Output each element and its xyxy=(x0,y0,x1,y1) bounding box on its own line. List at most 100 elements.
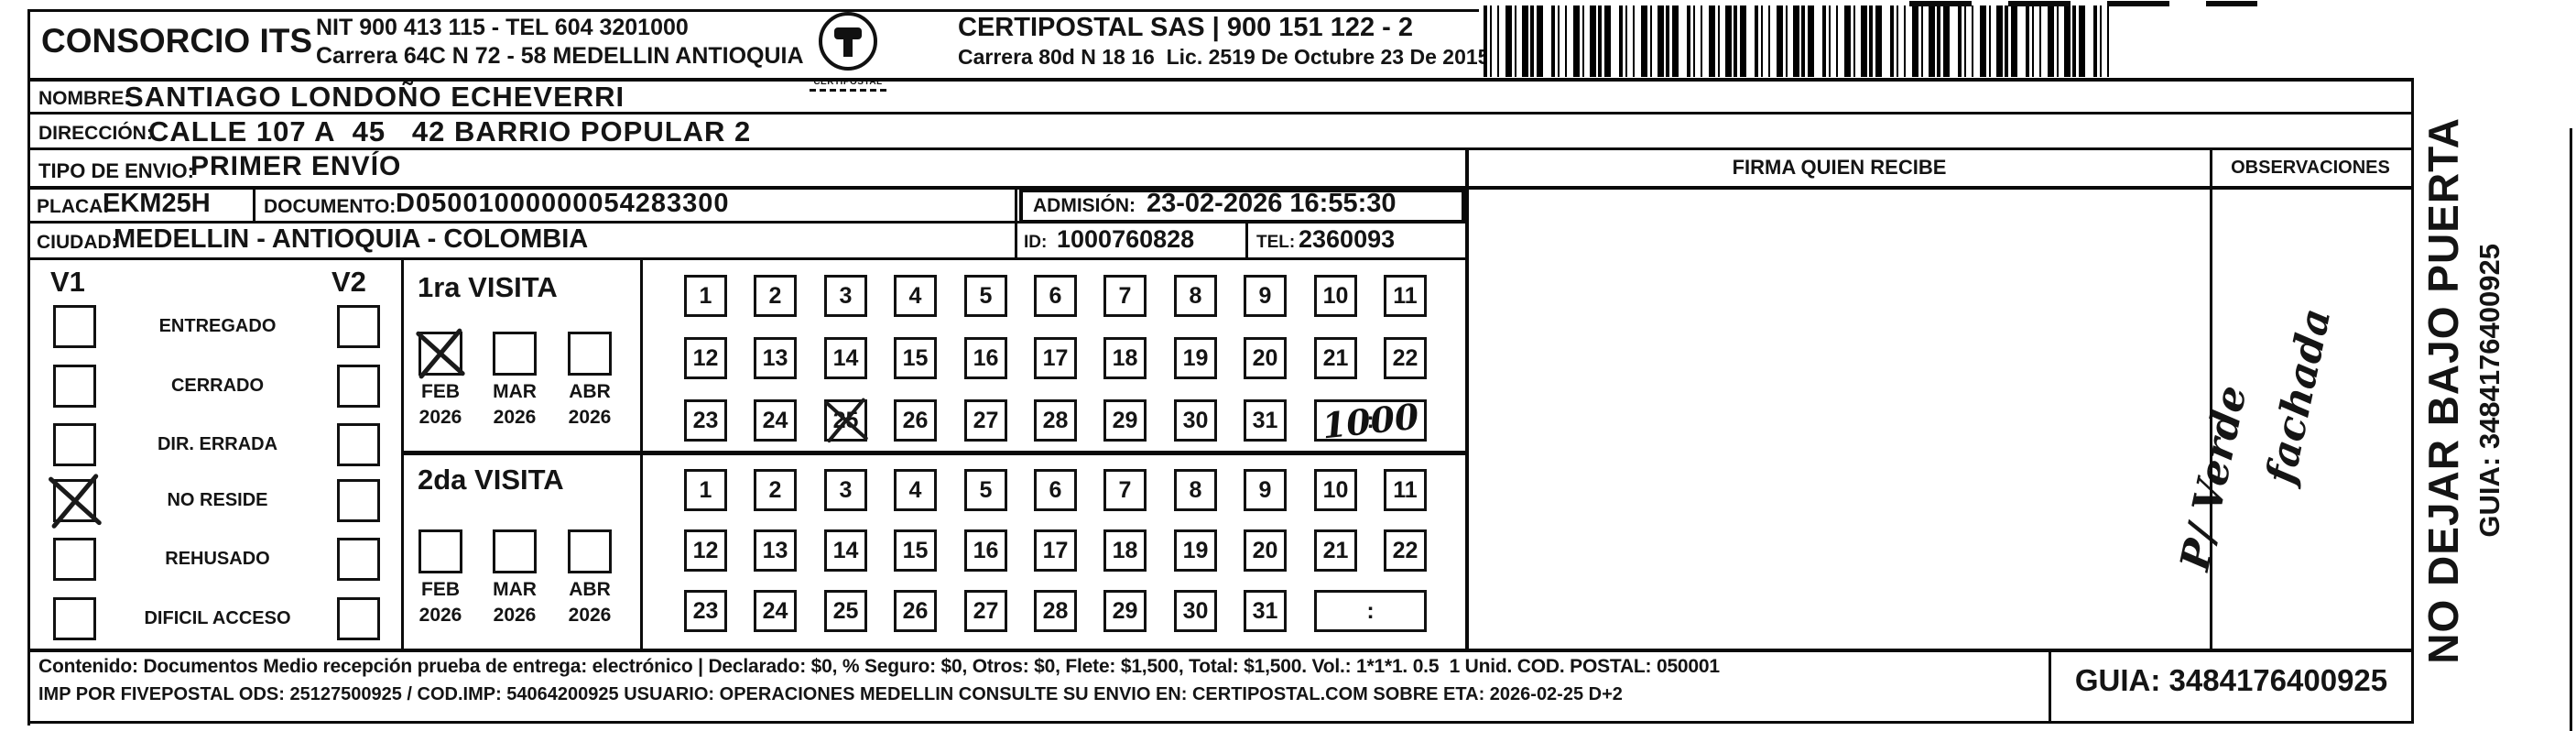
direccion-label: DIRECCIÓN: xyxy=(38,123,153,144)
form-rule-line-6 xyxy=(27,147,2414,150)
v1-checkbox-rehusado xyxy=(53,538,96,581)
visit1-day-15: 15 xyxy=(894,337,937,379)
visit2-month-label: FEB xyxy=(421,579,460,600)
visit1-day-9: 9 xyxy=(1244,275,1287,317)
visita1-title: 1ra VISITA xyxy=(418,271,558,303)
visit1-day-27: 27 xyxy=(964,399,1007,442)
visit1-day-23: 23 xyxy=(684,399,727,442)
visit2-day-7: 7 xyxy=(1103,469,1147,511)
v2-checkbox-entregado xyxy=(337,305,380,348)
visit1-day-29: 29 xyxy=(1103,399,1147,442)
visit1-day-22: 22 xyxy=(1384,337,1427,379)
form-rule-line-7 xyxy=(27,186,2414,190)
form-rule-line-9 xyxy=(27,257,1468,260)
visit2-month-label: ABR xyxy=(569,579,611,600)
v2-checkbox-no-reside xyxy=(337,479,380,522)
visit2-day-17: 17 xyxy=(1034,529,1077,572)
status-label-dificil-acceso: DIFICIL ACCESO xyxy=(144,608,291,628)
visit1-day-18: 18 xyxy=(1103,337,1147,379)
visit1-day-10: 10 xyxy=(1314,275,1357,317)
visit2-day-29: 29 xyxy=(1103,590,1147,632)
guia-number: GUIA: 3484176400925 xyxy=(2074,663,2388,697)
visit2-month-checkbox-feb xyxy=(418,529,462,573)
placa-value: EKM25H xyxy=(103,189,211,218)
footer-imp-line: IMP POR FIVEPOSTAL ODS: 25127500925 / CO… xyxy=(38,684,1623,704)
v2-checkbox-dificil-acceso xyxy=(337,597,380,640)
form-rule-line-17 xyxy=(401,257,404,650)
visit1-day-30: 30 xyxy=(1174,399,1217,442)
form-rule-line-11 xyxy=(2210,147,2212,650)
documento-value: D05001000000054283300 xyxy=(396,189,730,218)
ciudad-label: CIUDAD: xyxy=(37,232,118,253)
form-rule-line-16 xyxy=(1245,223,1248,259)
visit2-day-27: 27 xyxy=(964,590,1007,632)
visit1-day-31: 31 xyxy=(1244,399,1287,442)
visit1-month-checkbox-abr xyxy=(568,332,612,376)
visit1-day-28: 28 xyxy=(1034,399,1077,442)
visit2-day-14: 14 xyxy=(824,529,867,572)
handwritten-x-mark xyxy=(47,473,103,529)
certipostal-logo-caption: CERTIPOSTAL xyxy=(813,77,883,87)
v1-header: V1 xyxy=(50,266,85,298)
visit1-month-label: ABR xyxy=(569,381,611,402)
visit1-time-box: :1000 xyxy=(1314,395,1427,446)
visit1-month-year-label: 2026 xyxy=(568,407,612,428)
v2-checkbox-rehusado xyxy=(337,538,380,581)
handwritten-x-mark xyxy=(415,328,466,379)
visit2-day-10: 10 xyxy=(1314,469,1357,511)
visit1-month-label: FEB xyxy=(421,381,460,402)
visit2-day-20: 20 xyxy=(1244,529,1287,572)
status-label-rehusado: REHUSADO xyxy=(165,549,270,569)
visit1-day-19: 19 xyxy=(1174,337,1217,379)
v2-header: V2 xyxy=(332,266,366,298)
form-rule-line-13 xyxy=(2049,649,2051,724)
visit2-day-9: 9 xyxy=(1244,469,1287,511)
visit1-day-17: 17 xyxy=(1034,337,1077,379)
visit2-day-31: 31 xyxy=(1244,590,1287,632)
side-guia-wrap: GUIA: 3484176400925 xyxy=(2471,110,2509,671)
form-rule-line-20 xyxy=(2570,128,2572,731)
visit2-month-label: MAR xyxy=(493,579,537,600)
id-label: ID: xyxy=(1024,233,1048,252)
visit1-day-11: 11 xyxy=(1384,275,1427,317)
direccion-value: CALLE 107 A 45 42 BARRIO POPULAR 2 xyxy=(148,115,752,147)
certipostal-line2: Carrera 80d N 18 16 Lic. 2519 De Octubre… xyxy=(958,45,1490,69)
visit2-day-8: 8 xyxy=(1174,469,1217,511)
visit1-day-3: 3 xyxy=(824,275,867,317)
visit2-day-23: 23 xyxy=(684,590,727,632)
visit2-day-2: 2 xyxy=(754,469,797,511)
barcode xyxy=(1484,5,2115,77)
logo-underline xyxy=(810,89,886,92)
visit1-day-14: 14 xyxy=(824,337,867,379)
form-rule-line-10 xyxy=(1465,147,1469,650)
visit1-day-13: 13 xyxy=(754,337,797,379)
visit1-day-12: 12 xyxy=(684,337,727,379)
form-rule-line-3 xyxy=(27,721,2414,724)
visit2-day-30: 30 xyxy=(1174,590,1217,632)
no-dejar-bajo-puerta-text: NO DEJAR BAJO PUERTA xyxy=(2419,116,2467,664)
visit1-day-4: 4 xyxy=(894,275,937,317)
visit2-month-checkbox-abr xyxy=(568,529,612,573)
visit2-day-25: 25 xyxy=(824,590,867,632)
company-address-line: Carrera 64C N 72 - 58 MEDELLIN ANTIOQUIA xyxy=(316,43,804,69)
company-nit-line: NIT 900 413 115 - TEL 604 3201000 xyxy=(316,15,689,40)
visit2-day-28: 28 xyxy=(1034,590,1077,632)
visit2-day-26: 26 xyxy=(894,590,937,632)
visit2-day-22: 22 xyxy=(1384,529,1427,572)
visit1-day-7: 7 xyxy=(1103,275,1147,317)
form-rule-line-8 xyxy=(27,221,1468,224)
visit2-day-24: 24 xyxy=(754,590,797,632)
observaciones-header: OBSERVACIONES xyxy=(2231,158,2390,178)
firma-quien-recibe-header: FIRMA QUIEN RECIBE xyxy=(1732,156,1947,179)
form-rule-line-19 xyxy=(403,451,1465,455)
visit2-day-21: 21 xyxy=(1314,529,1357,572)
visit2-month-year-label: 2026 xyxy=(418,605,462,626)
placa-label: PLACA: xyxy=(37,196,110,217)
v1-checkbox-entregado xyxy=(53,305,96,348)
visit1-day-25: 25 xyxy=(824,399,867,442)
status-label-dir-errada: DIR. ERRADA xyxy=(157,434,278,454)
v1-checkbox-dir-errada xyxy=(53,423,96,466)
visit2-month-year-label: 2026 xyxy=(493,605,537,626)
visit2-month-checkbox-mar xyxy=(493,529,537,573)
